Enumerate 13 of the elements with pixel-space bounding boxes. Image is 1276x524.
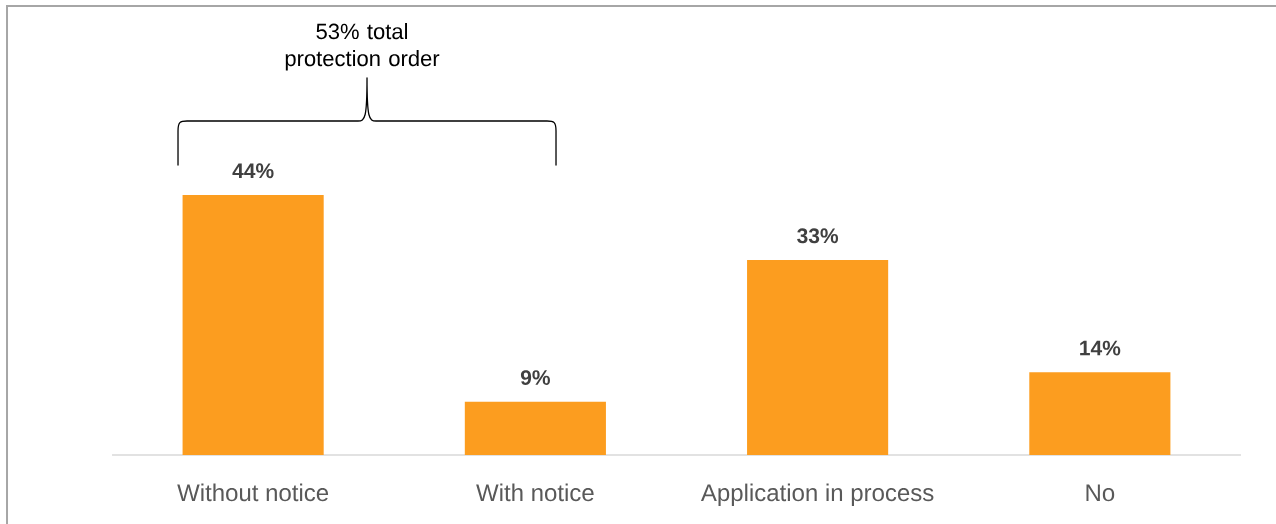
data-label: 33% — [797, 228, 839, 244]
data-label: 9% — [520, 370, 550, 386]
bar — [182, 194, 324, 455]
x-tick-label: No — [1086, 484, 1115, 502]
data-label: 44% — [232, 163, 274, 179]
x-tick-label: With notice — [476, 483, 594, 502]
x-tick-label: Application in process — [700, 483, 934, 506]
text: 53% total protection order — [285, 23, 440, 71]
bar — [747, 259, 889, 455]
bar — [1029, 372, 1171, 455]
data-label: 14% — [1080, 340, 1121, 356]
bar — [464, 401, 606, 455]
x-tick-label: Without notice — [177, 483, 329, 502]
